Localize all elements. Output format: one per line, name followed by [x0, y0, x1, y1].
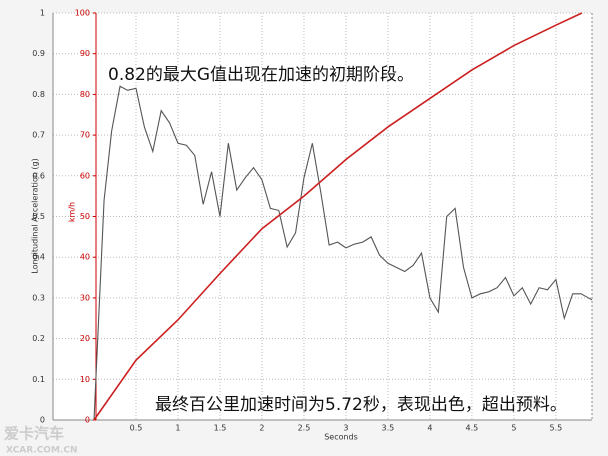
y2-tick-label: 90	[80, 49, 90, 58]
x-tick-label: 1	[175, 424, 180, 433]
y-tick-label: 0.9	[32, 49, 45, 58]
y2-tick-label: 10	[80, 375, 90, 384]
y-tick-label: 0.2	[32, 334, 45, 343]
watermark: 爱卡汽车	[4, 425, 64, 443]
y2-tick-label: 100	[75, 9, 90, 18]
x-axis-label: Seconds	[324, 433, 358, 442]
x-tick-label: 2.5	[298, 424, 311, 433]
y-tick-label: 0	[40, 416, 45, 425]
y-tick-label: 0.8	[32, 90, 45, 99]
y2-tick-label: 0	[85, 416, 90, 425]
plot-area	[53, 13, 592, 420]
y2-axis-label: km/h	[68, 202, 77, 222]
annotation: 0.82的最大G值出现在加速的初期阶段。	[108, 65, 414, 85]
x-tick-label: 5	[511, 424, 516, 433]
x-tick-label: 0.5	[130, 424, 143, 433]
y2-tick-label: 60	[80, 171, 90, 180]
x-tick-label: 5.5	[550, 424, 563, 433]
y-tick-label: 0.6	[32, 171, 45, 180]
series-line	[93, 12, 583, 421]
y-tick-label: 0.3	[32, 293, 45, 302]
annotation: 最终百公里加速时间为5.72秒，表现出色，超出预料。	[155, 395, 567, 415]
y2-tick-label: 40	[80, 253, 90, 262]
watermark: XCAR.COM.CN	[6, 446, 77, 456]
x-tick-label: 2	[259, 424, 264, 433]
x-tick-label: 3	[343, 424, 348, 433]
x-tick-label: 4	[427, 424, 432, 433]
y-tick-label: 0.4	[32, 253, 45, 262]
y-tick-label: 0.1	[32, 375, 45, 384]
y2-tick-label: 50	[80, 212, 90, 221]
series-line	[93, 85, 593, 421]
y2-tick-label: 70	[80, 131, 90, 140]
y2-tick-label: 30	[80, 293, 90, 302]
x-tick-label: 4.5	[466, 424, 479, 433]
y-tick-label: 1	[40, 9, 45, 18]
y2-tick-label: 20	[80, 334, 90, 343]
y2-tick-label: 80	[80, 90, 90, 99]
x-tick-label: 3.5	[382, 424, 395, 433]
y-tick-label: 0.5	[32, 212, 45, 221]
y-axis-label: Longitudinal Acceleration (g)	[31, 158, 40, 273]
x-tick-label: 1.5	[214, 424, 227, 433]
y-tick-label: 0.7	[32, 131, 45, 140]
